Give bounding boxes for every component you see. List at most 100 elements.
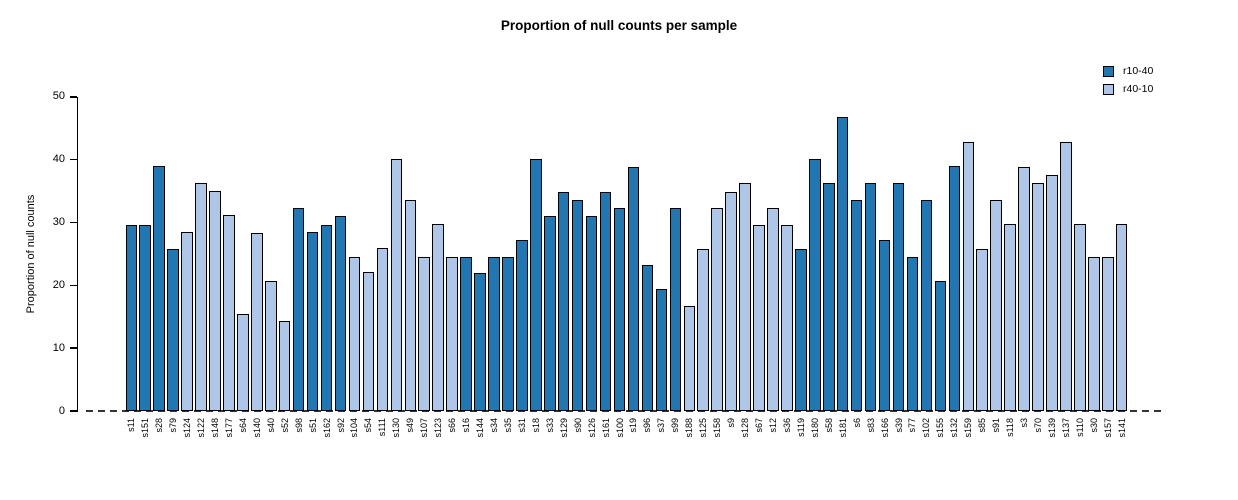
bar-s19 — [627, 166, 640, 412]
x-tick-label-s122: s122 — [196, 417, 206, 438]
y-tick-50 — [70, 96, 77, 98]
x-tick-label-s12: s12 — [767, 417, 778, 433]
bar-s67 — [753, 224, 765, 412]
bar-s54 — [362, 272, 375, 412]
bar-s30 — [1088, 257, 1100, 412]
x-tick-label-s140: s140 — [251, 417, 262, 438]
y-axis-line — [77, 97, 79, 412]
x-tick-label-s180: s180 — [809, 417, 820, 438]
x-tick-label-s161: s161 — [600, 417, 611, 438]
y-tick-30 — [70, 221, 77, 224]
x-tick-label-s77: s77 — [907, 417, 918, 433]
bar-s126 — [585, 215, 598, 412]
bar-s137 — [1060, 142, 1072, 412]
x-tick-label-s67: s67 — [754, 417, 764, 433]
bar-s9 — [725, 192, 737, 412]
bar-s181 — [836, 117, 849, 412]
legend-row-r40-10: r40-10 — [1096, 80, 1226, 98]
x-tick-label-s19: s19 — [628, 417, 639, 433]
legend: r10-40 r40-10 — [1096, 62, 1226, 98]
y-tick-0 — [70, 410, 77, 412]
bar-s140 — [251, 232, 263, 412]
bar-s188 — [683, 305, 695, 412]
bar-s36 — [781, 224, 793, 412]
bar-s122 — [195, 182, 207, 412]
x-tick-label-s66: s66 — [447, 417, 458, 433]
bar-s158 — [711, 207, 723, 412]
x-tick-label-s118: s118 — [1005, 417, 1016, 437]
x-tick-label-s98: s98 — [293, 417, 304, 433]
bar-s11 — [125, 224, 137, 412]
y-tick-label-40: 40 — [52, 153, 65, 166]
x-tick-label-s102: s102 — [921, 417, 932, 438]
bar-s129 — [557, 192, 570, 412]
bar-s124 — [181, 232, 193, 412]
x-tick-label-s28: s28 — [154, 417, 165, 433]
x-tick-label-s58: s58 — [823, 417, 834, 433]
legend-row-r10-40: r10-40 — [1096, 62, 1226, 80]
x-tick-label-s92: s92 — [335, 417, 346, 433]
legend-label: r10-40 — [1123, 65, 1154, 77]
y-tick-label-0: 0 — [58, 404, 65, 417]
bar-s161 — [599, 192, 612, 412]
x-tick-label-s100: s100 — [614, 417, 625, 438]
bar-s49 — [404, 200, 416, 412]
x-tick-label-s166: s166 — [879, 417, 890, 438]
bar-s40 — [265, 280, 277, 412]
x-tick-label-s151: s151 — [140, 417, 151, 438]
x-tick-label-s91: s91 — [991, 417, 1002, 433]
bar-s52 — [278, 321, 291, 412]
y-axis-title: Proportion of null counts — [25, 194, 37, 314]
x-tick-label-s159: s159 — [963, 417, 974, 438]
x-tick-label-s123: s123 — [433, 417, 444, 438]
x-tick-label-s79: s79 — [168, 417, 179, 433]
bar-s6 — [850, 200, 863, 412]
x-tick-label-s49: s49 — [405, 417, 416, 433]
x-tick-label-s119: s119 — [795, 417, 806, 437]
bar-s66 — [446, 257, 458, 412]
x-tick-label-s39: s39 — [893, 417, 904, 433]
bar-s107 — [418, 257, 430, 412]
bar-s162 — [320, 224, 333, 412]
y-tick-label-30: 30 — [52, 216, 65, 228]
y-tick-label-20: 20 — [52, 278, 65, 291]
x-tick-label-s158: s158 — [712, 417, 723, 438]
x-tick-label-s40: s40 — [265, 417, 276, 433]
bar-s51 — [306, 232, 319, 412]
bar-s180 — [809, 159, 821, 412]
x-tick-label-s16: s16 — [461, 417, 472, 433]
legend-label: r40-10 — [1123, 83, 1154, 95]
bar-s125 — [697, 248, 709, 412]
bar-s177 — [223, 215, 235, 412]
x-tick-label-s3: s3 — [1019, 417, 1030, 428]
x-tick-label-s130: s130 — [391, 417, 402, 438]
x-tick-label-s144: s144 — [475, 417, 485, 438]
x-tick-label-s128: s128 — [740, 417, 751, 438]
bar-s111 — [376, 247, 389, 412]
bar-s123 — [432, 224, 444, 412]
y-tick-label-50: 50 — [52, 90, 65, 103]
bar-s141 — [1115, 224, 1128, 412]
bar-s77 — [906, 257, 919, 412]
x-tick-label-s157: s157 — [1102, 417, 1113, 438]
legend-swatch-light-icon — [1103, 83, 1114, 95]
x-tick-label-s162: s162 — [321, 417, 332, 438]
x-tick-label-s85: s85 — [977, 417, 988, 433]
x-tick-label-s155: s155 — [935, 417, 946, 438]
y-tick-label-10: 10 — [52, 341, 65, 354]
zero-dashed-line — [86, 409, 1166, 412]
x-tick-label-s141: s141 — [1116, 417, 1127, 438]
bar-s128 — [739, 183, 751, 412]
x-tick-label-s139: s139 — [1046, 417, 1057, 438]
bar-s34 — [488, 257, 500, 412]
x-tick-label-s137: s137 — [1060, 417, 1071, 438]
x-tick-label-s181: s181 — [837, 417, 848, 438]
bar-s139 — [1046, 175, 1058, 412]
x-tick-label-s64: s64 — [237, 417, 248, 433]
x-tick-label-s35: s35 — [502, 417, 513, 433]
x-tick-label-s11: s11 — [126, 417, 137, 432]
x-tick-label-s18: s18 — [530, 417, 541, 433]
x-tick-label-s96: s96 — [642, 417, 653, 433]
x-tick-label-s125: s125 — [698, 417, 709, 438]
